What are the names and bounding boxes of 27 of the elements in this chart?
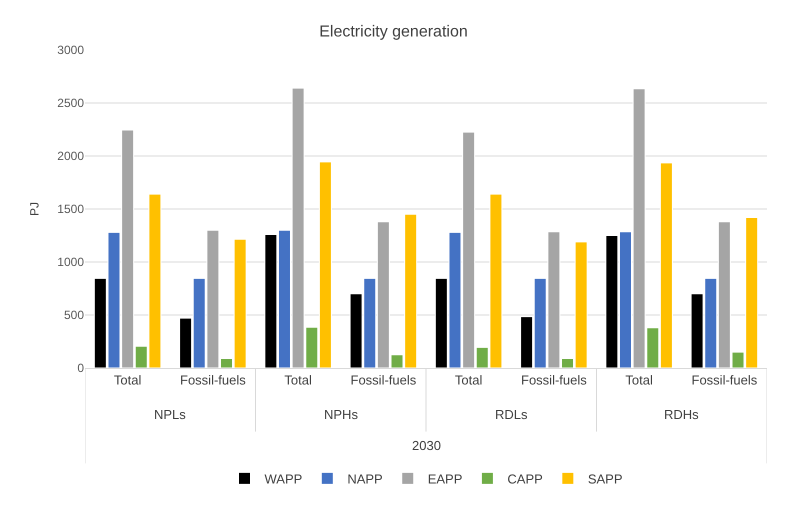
y-tick-label: 1500 xyxy=(57,202,84,216)
x-tick-label: Fossil-fuels xyxy=(521,372,588,388)
legend-label: WAPP xyxy=(264,471,302,486)
y-tick-label: 1000 xyxy=(57,255,84,270)
x-tick-label: Fossil-fuels xyxy=(692,372,758,388)
y-tick-label: 500 xyxy=(64,308,84,322)
legend-label: CAPP xyxy=(507,471,543,486)
x-tick-label: Total xyxy=(625,372,653,388)
text: 2030 xyxy=(412,438,441,453)
legend-label: SAPP xyxy=(588,471,622,486)
y-tick-label: 2000 xyxy=(57,149,84,164)
x-tick-label: Total xyxy=(454,372,482,388)
y-tick-label: 0 xyxy=(77,361,84,376)
text: NPHs xyxy=(324,407,358,422)
y-tick-label: 3000 xyxy=(57,43,84,58)
y-tick-label: 2500 xyxy=(57,96,84,110)
chart-title: Electricity generation xyxy=(319,23,468,40)
text: RDLs xyxy=(495,407,528,422)
x-tick-label: Total xyxy=(284,372,312,388)
x-tick-label: Total xyxy=(114,372,142,388)
x-tick-label: Fossil-fuels xyxy=(180,372,246,388)
text: NPLs xyxy=(154,407,186,422)
y-axis-title: PJ xyxy=(28,202,42,216)
x-tick-label: Fossil-fuels xyxy=(350,372,417,388)
legend-label: NAPP xyxy=(347,471,383,486)
text: RDHs xyxy=(664,407,700,422)
legend-label: EAPP xyxy=(428,471,462,486)
